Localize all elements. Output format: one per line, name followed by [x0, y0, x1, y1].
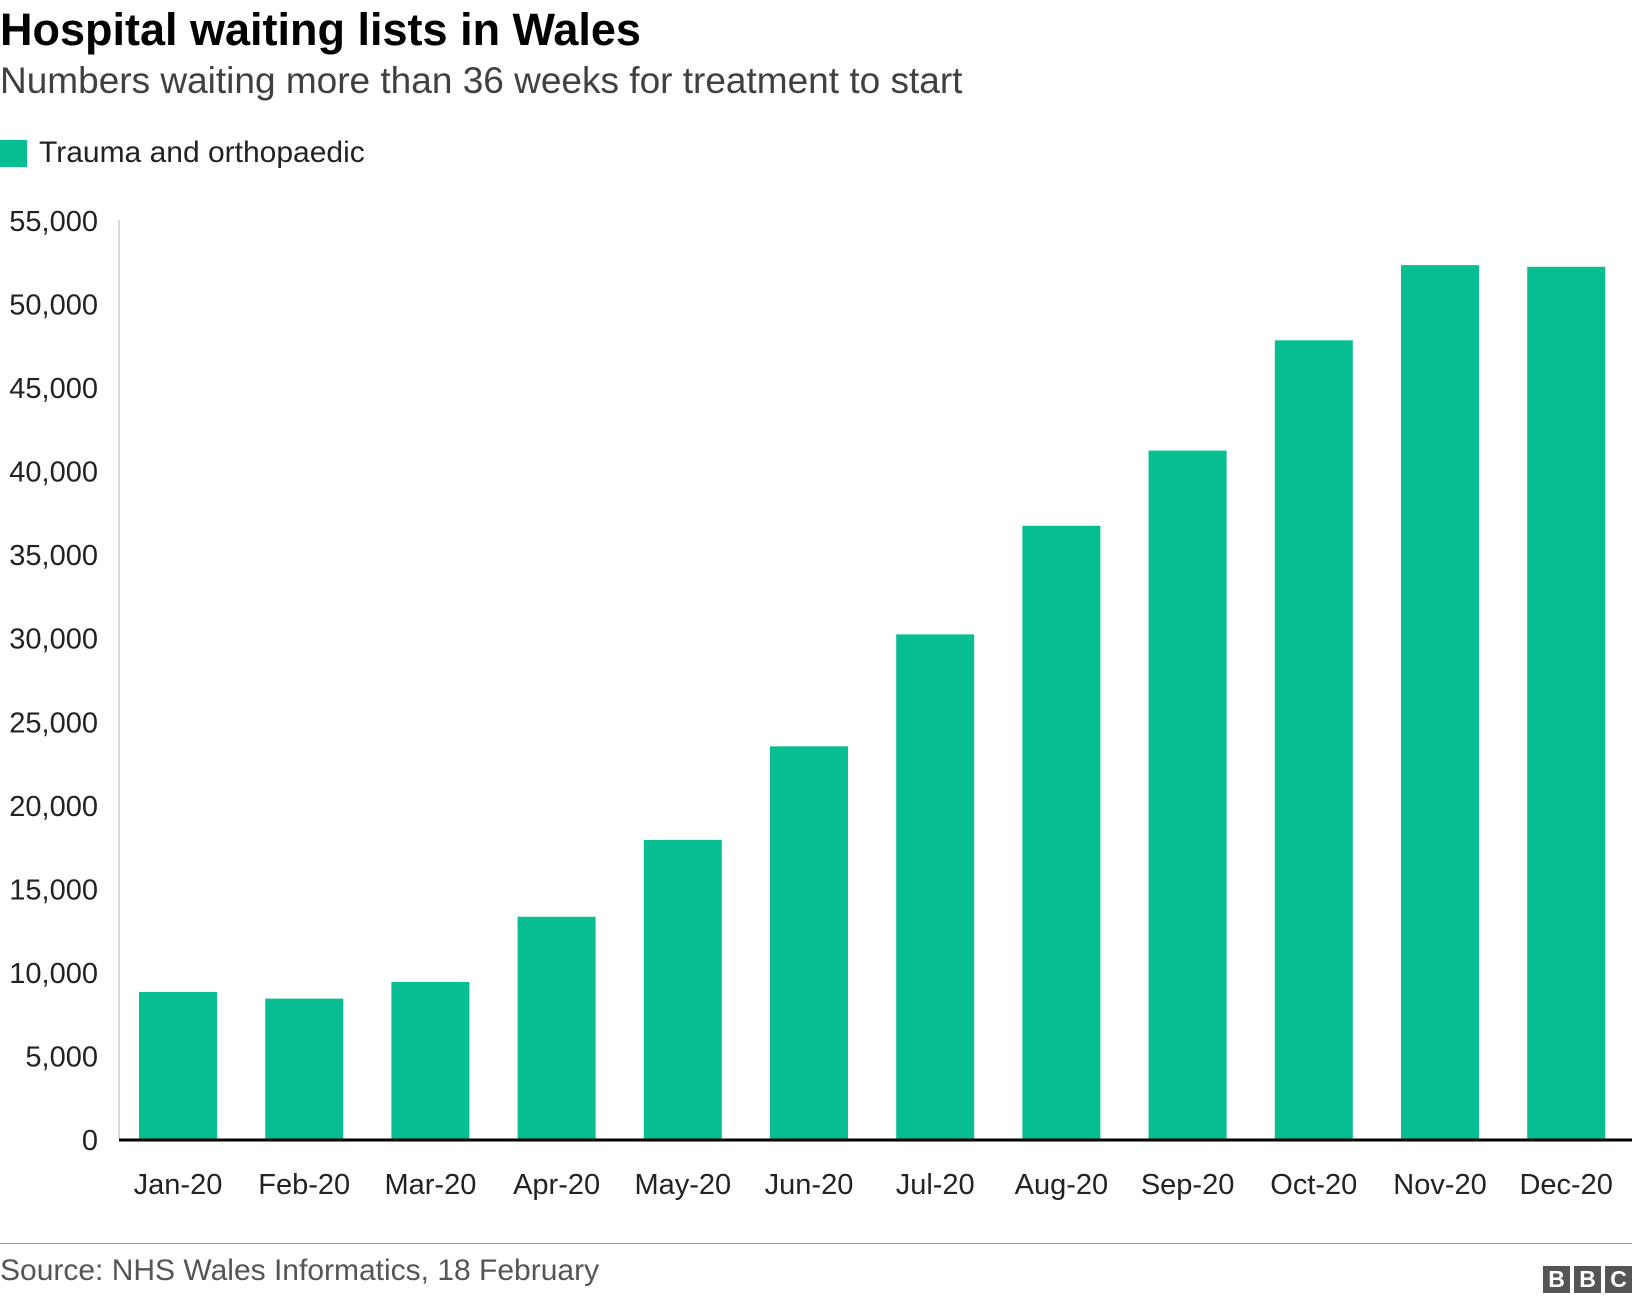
y-tick-label: 25,000 — [9, 707, 98, 739]
x-tick-label: Jun-20 — [765, 1169, 854, 1201]
y-tick-label: 20,000 — [9, 791, 98, 823]
x-tick-label: Mar-20 — [384, 1169, 476, 1201]
chart-subtitle: Numbers waiting more than 36 weeks for t… — [0, 60, 963, 101]
x-tick-label: Jan-20 — [134, 1169, 223, 1201]
x-tick-label: Nov-20 — [1393, 1169, 1487, 1201]
bar — [896, 634, 975, 1139]
y-tick-label: 10,000 — [9, 958, 98, 990]
x-tick-label: May-20 — [634, 1169, 731, 1201]
bar — [265, 998, 344, 1139]
bar — [1401, 265, 1479, 1139]
bar — [643, 839, 722, 1139]
bbc-logo-letter: C — [1605, 1266, 1632, 1293]
x-tick-label: Dec-20 — [1519, 1169, 1613, 1201]
bar — [1022, 525, 1101, 1139]
y-tick-label: 45,000 — [9, 373, 98, 405]
bar — [139, 991, 217, 1139]
bar — [770, 746, 848, 1139]
bar — [517, 916, 596, 1139]
x-tick-label: Oct-20 — [1270, 1169, 1357, 1201]
x-tick-label: Feb-20 — [258, 1169, 350, 1201]
y-tick-label: 0 — [82, 1125, 98, 1157]
bar — [1527, 266, 1606, 1139]
bar — [1274, 340, 1353, 1140]
y-tick-label: 5,000 — [25, 1041, 98, 1073]
y-tick-label: 40,000 — [9, 457, 98, 489]
x-tick-label: Jul-20 — [896, 1169, 975, 1201]
bar — [391, 981, 470, 1139]
y-tick-label: 50,000 — [9, 290, 98, 322]
legend-swatch — [0, 139, 27, 167]
legend-label: Trauma and orthopaedic — [39, 136, 365, 169]
x-tick-label: Sep-20 — [1141, 1169, 1235, 1201]
source-note: Source: NHS Wales Informatics, 18 Februa… — [0, 1254, 600, 1287]
bar — [1148, 450, 1227, 1139]
bbc-logo-letter: B — [1574, 1266, 1601, 1293]
y-tick-label: 30,000 — [9, 624, 98, 656]
y-tick-label: 15,000 — [9, 874, 98, 906]
y-tick-label: 35,000 — [9, 540, 98, 572]
bbc-logo: B B C — [1543, 1266, 1632, 1293]
x-tick-label: Apr-20 — [513, 1169, 600, 1201]
x-tick-label: Aug-20 — [1015, 1169, 1109, 1201]
bbc-logo-letter: B — [1543, 1266, 1570, 1293]
y-tick-label: 55,000 — [9, 206, 98, 238]
footer-divider — [0, 1243, 1632, 1244]
bar-chart: 0 5,000 10,000 15,000 20,000 25,000 30,000 35,0… — [9, 206, 1632, 1201]
chart-title: Hospital waiting lists in Wales — [0, 4, 641, 55]
legend: Trauma and orthopaedic — [0, 136, 365, 170]
